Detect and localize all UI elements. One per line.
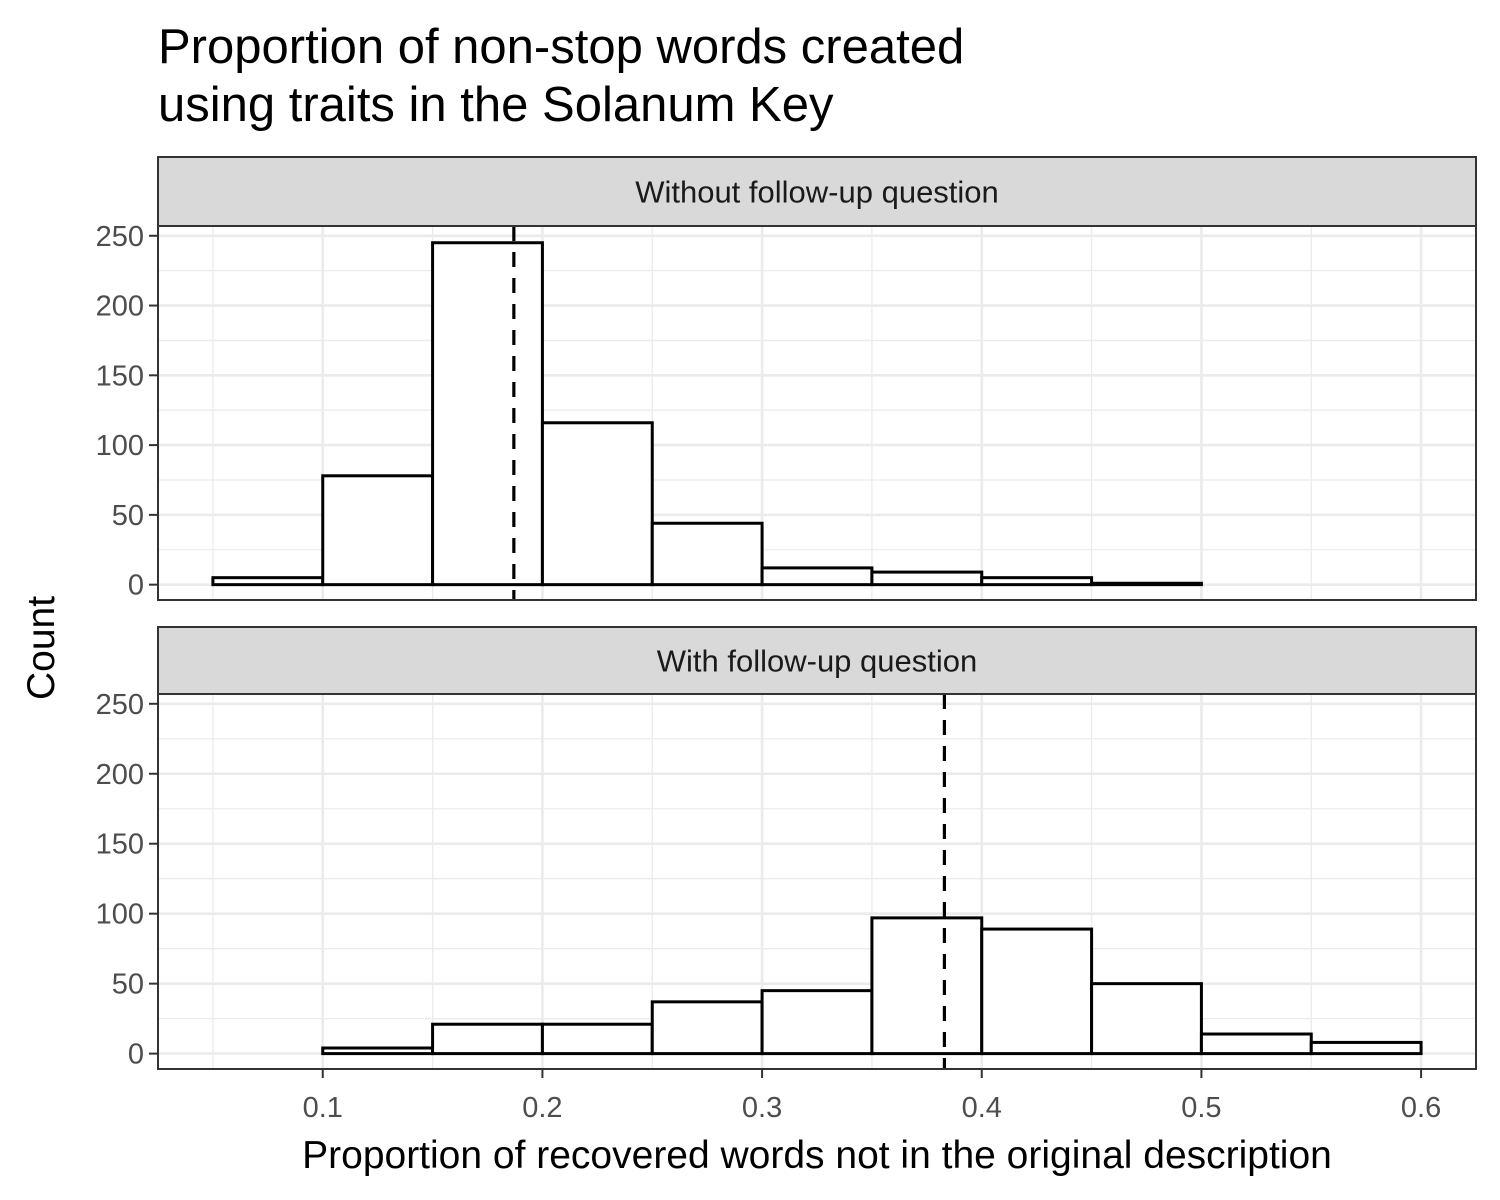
x-tick-label: 0.2 <box>522 1092 562 1124</box>
histogram-bar <box>321 1046 435 1056</box>
histogram-bar <box>980 576 1094 587</box>
x-tick-label: 0.3 <box>742 1092 782 1124</box>
facet-panel-1: Without follow-up question 0 50 100 150 200 25… <box>96 156 1477 602</box>
x-tick-label: 0.6 <box>1401 1092 1441 1124</box>
y-tick-label: 150 <box>96 829 144 861</box>
x-tick-label: 0.4 <box>962 1092 1002 1124</box>
facet-strip-label: With follow-up question <box>657 644 978 679</box>
histogram-bar <box>431 241 544 587</box>
facet-strip <box>157 626 1477 695</box>
y-tick-label: 0 <box>128 1039 144 1071</box>
chart-title-line-2: using traits in the Solanum Key <box>158 78 834 132</box>
histogram-bar <box>540 421 654 587</box>
x-axis: 0.1 0.2 0.3 0.4 0.5 0.6 <box>303 1069 1441 1124</box>
chart-title-line-1: Proportion of non-stop words created <box>158 20 964 74</box>
histogram-bar <box>870 916 984 1056</box>
histogram-bar <box>1090 982 1203 1056</box>
y-tick-label: 50 <box>112 969 144 1001</box>
facet-panel-2: With follow-up question 0 50 100 150 200 250 <box>96 626 1477 1071</box>
y-tick-label: 200 <box>96 759 144 791</box>
histogram-bar <box>650 521 764 587</box>
facet-strip <box>157 156 1477 227</box>
y-axis-title: Count <box>20 596 63 700</box>
histogram-bar <box>870 570 984 587</box>
y-tick-label: 150 <box>96 360 144 392</box>
histogram-bar <box>1309 1040 1423 1056</box>
histogram-bar <box>760 989 874 1056</box>
histogram-bar <box>1199 1032 1313 1056</box>
y-tick-label: 250 <box>96 689 144 721</box>
y-tick-label: 100 <box>96 899 144 931</box>
facet-panels: Without follow-up question 0 50 100 150 200 25… <box>96 156 1477 1071</box>
histogram-bar <box>760 566 874 587</box>
y-tick-label: 100 <box>96 430 144 462</box>
panel-border <box>157 693 1477 1070</box>
histogram-bar <box>321 474 435 587</box>
facet-strip-label: Without follow-up question <box>635 175 999 210</box>
histogram-bar <box>1090 581 1203 587</box>
histogram-bar <box>650 1000 764 1056</box>
y-tick-label: 0 <box>128 570 144 602</box>
x-tick-label: 0.1 <box>303 1092 343 1124</box>
x-axis-title: Proportion of recovered words not in the… <box>302 1134 1332 1177</box>
histogram-bar <box>431 1022 544 1056</box>
y-tick-label: 200 <box>96 291 144 323</box>
histogram-bar <box>980 927 1094 1056</box>
panel-border <box>157 225 1477 601</box>
y-tick-label: 250 <box>96 221 144 253</box>
histogram-bar <box>211 576 325 587</box>
x-tick-label: 0.5 <box>1181 1092 1221 1124</box>
histogram-bar <box>540 1022 654 1056</box>
y-tick-label: 50 <box>112 500 144 532</box>
